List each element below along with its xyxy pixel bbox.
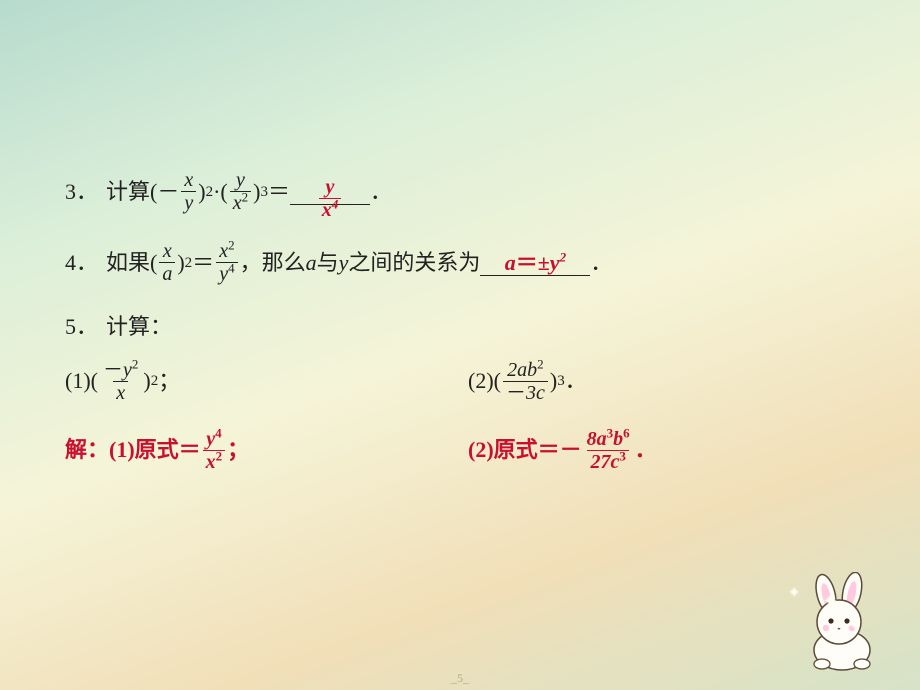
- p4-frac-right: x2 y4: [216, 241, 237, 284]
- p5-sol1: 解：(1)原式＝ y4 x2 ；: [65, 429, 460, 472]
- p3-frac1: x y: [181, 170, 196, 213]
- slide-content: 3． 计算(－ x y )2 ·( y x2 )3 ＝ y x4 ． 4． 如果…: [65, 170, 855, 472]
- p5-sol2: (2)原式＝－ 8a3b6 27c3 ．: [460, 429, 855, 472]
- sparkle-icon: ✦: [848, 617, 860, 634]
- problem-4: 4． 如果( x a )2 ＝ x2 y4 ，那么 a 与 y 之间的关系为 a…: [65, 241, 855, 284]
- p5-parts: (1)( －y2 x )2 ； (2)( 2ab2 －3c )3 ．: [65, 360, 855, 403]
- sparkle-icon: ✦: [823, 591, 838, 612]
- problem-3-number: 3．: [65, 177, 98, 207]
- p3-text-before: 计算(－: [106, 177, 179, 207]
- sparkle-icon: ✦: [788, 585, 800, 602]
- p3-answer-frac: y x4: [319, 177, 342, 220]
- p5-sol2-frac: 8a3b6 27c3: [584, 429, 633, 472]
- p5-sol1-frac: y4 x2: [203, 429, 226, 472]
- problem-4-number: 4．: [65, 248, 98, 278]
- problem-5-number: 5．: [65, 312, 98, 342]
- problem-3: 3． 计算(－ x y )2 ·( y x2 )3 ＝ y x4 ．: [65, 170, 855, 213]
- p5-part1-frac: －y2 x: [100, 360, 141, 403]
- p3-answer-blank: y x4: [290, 179, 370, 205]
- bunny-decoration: [792, 572, 892, 672]
- p5-part1: (1)( －y2 x )2 ；: [65, 360, 460, 403]
- p5-part2-frac: 2ab2 －3c: [503, 360, 548, 403]
- problem-5: 5． 计算：: [65, 312, 855, 342]
- p4-answer-blank: a＝±y2: [480, 250, 590, 276]
- p5-label: 计算：: [106, 312, 172, 342]
- p5-part2: (2)( 2ab2 －3c )3 ．: [460, 360, 855, 403]
- p4-answer: a＝±y2: [505, 250, 566, 275]
- p3-frac2: y x2: [230, 170, 251, 213]
- page-marker: _5_: [451, 671, 469, 686]
- p5-solutions: 解：(1)原式＝ y4 x2 ； (2)原式＝－ 8a3b6 27c3 ．: [65, 429, 855, 472]
- p4-frac-left: x a: [159, 241, 175, 284]
